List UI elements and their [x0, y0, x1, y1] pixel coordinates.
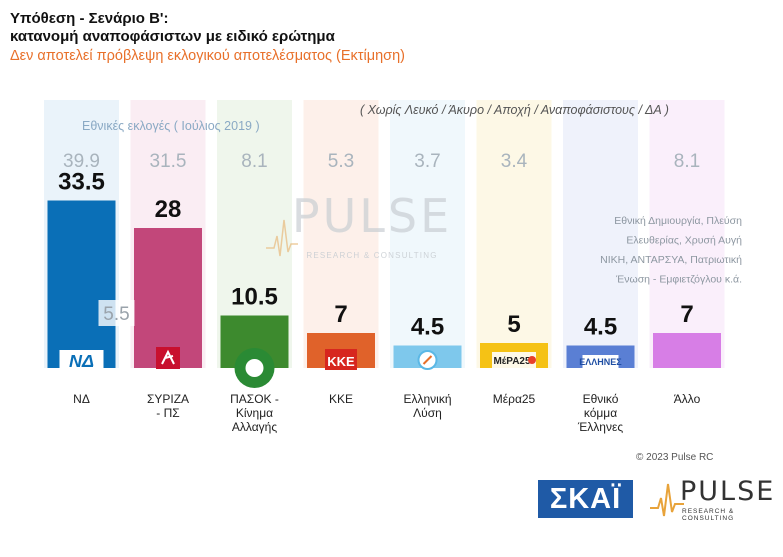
chart-title-line1: Υπόθεση - Σενάριο Β':	[10, 10, 169, 27]
bar-7	[653, 333, 721, 368]
election-value-1: 31.5	[150, 151, 187, 172]
bar-value-label-6: 4.5	[584, 314, 617, 341]
election-value-2: 8.1	[241, 151, 267, 172]
pulse-logo: PULSE RESEARCH & CONSULTING	[650, 476, 776, 522]
watermark-wave-icon	[266, 219, 298, 257]
other-note-line-0: Εθνική Δημιουργία, Πλεύση	[614, 215, 742, 227]
election-value-4: 3.7	[414, 151, 440, 172]
watermark-word: PULSE	[292, 189, 452, 243]
category-label-6-0: Εθνικό	[583, 392, 619, 406]
copyright-text: © 2023 Pulse RC	[636, 452, 714, 463]
chart-note: ( Χωρίς Λευκό / Άκυρο / Αποχή / Αναποφάσ…	[360, 103, 669, 117]
bar-0	[47, 200, 116, 368]
background-band-7	[649, 100, 725, 368]
kke-icon-bg	[325, 349, 357, 370]
category-label-2-1: Κίνημα	[236, 406, 273, 420]
bar-value-label-0: 33.5	[58, 169, 105, 196]
chart-title-line2: κατανομή αναποφάσιστων με ειδικό ερώτημα	[10, 28, 335, 45]
party-icon-bg-0	[59, 350, 104, 370]
category-label-1-0: ΣΥΡΙΖΑ	[147, 392, 189, 406]
elliniki-lysi-icon-needle	[422, 355, 433, 365]
bar-chart: PULSE RESEARCH & CONSULTING Εθνικές εκλογέ…	[44, 100, 742, 434]
background-band-6	[563, 100, 638, 368]
category-label-4-1: Λύση	[413, 406, 442, 420]
syriza-icon-mark	[161, 349, 175, 365]
ellines-icon-bg	[582, 355, 619, 368]
bar-value-label-5: 5	[507, 311, 520, 338]
pulse-logo-word: PULSE	[680, 476, 776, 507]
kke-icon-text: ΚΚΕ	[327, 354, 355, 369]
party-icon-text-0: ΝΔ	[69, 351, 94, 371]
watermark-sub: RESEARCH & CONSULTING	[306, 251, 437, 260]
pulse-logo-sub: RESEARCH & CONSULTING	[682, 508, 735, 522]
category-label-7-0: Άλλο	[674, 392, 701, 406]
background-band-4	[390, 100, 465, 368]
election-value-3: 5.3	[328, 151, 354, 172]
bar-1	[134, 228, 202, 368]
other-note-line-1: Ελευθερίας, Χρυσή Αυγή	[626, 235, 742, 247]
category-label-6-1: κόμμα	[584, 406, 617, 420]
skai-logo: ΣΚΑΪ	[538, 480, 633, 518]
category-label-4-0: Ελληνική	[403, 392, 451, 406]
mera25-icon-dot	[528, 356, 536, 364]
category-label-5-0: Μέρα25	[493, 392, 536, 406]
gap-annotation: 5.5	[103, 304, 129, 325]
bar-value-label-3: 7	[334, 301, 347, 328]
footer-logos: ΣΚΑΪ PULSE RESEARCH & CONSULTING	[538, 476, 776, 524]
election-value-7: 8.1	[674, 151, 700, 172]
category-label-2-0: ΠΑΣΟΚ -	[230, 392, 279, 406]
background-band-3	[303, 100, 379, 368]
election-value-0: 39.9	[63, 151, 100, 172]
bar-value-label-2: 10.5	[231, 284, 278, 311]
mera25-icon-text: ΜέΡΑ25	[493, 356, 531, 367]
bar-value-label-7: 7	[680, 301, 693, 328]
chart-subtitle: Δεν αποτελεί πρόβλεψη εκλογικού αποτελέσ…	[10, 48, 405, 64]
gap-annotation-box	[98, 300, 135, 326]
category-label-0-0: ΝΔ	[73, 392, 90, 406]
title-block: Υπόθεση - Σενάριο Β': κατανομή αναποφάσι…	[10, 10, 405, 65]
ellines-icon-text: ΕΛΛΗΝΕΣ	[579, 357, 622, 367]
pasok-sun-icon-core	[245, 359, 264, 377]
pulse-wave-icon	[650, 483, 684, 517]
background-band-5	[476, 100, 552, 368]
category-label-6-2: Έλληνες	[577, 420, 623, 434]
category-label-3-0: ΚΚΕ	[329, 392, 353, 406]
bar-value-label-1: 28	[155, 196, 182, 223]
election-legend: Εθνικές εκλογές ( Ιούλιος 2019 )	[82, 119, 260, 133]
election-value-5: 3.4	[501, 151, 528, 172]
category-label-2-2: Αλλαγής	[232, 420, 277, 434]
other-note-line-3: Ένωση - Εμφιετζόγλου κ.ά.	[615, 274, 742, 286]
mera25-icon-bg	[492, 352, 536, 368]
bar-value-label-4: 4.5	[411, 314, 444, 341]
category-label-1-1: - ΠΣ	[156, 406, 179, 420]
other-note-line-2: ΝΙΚΗ, ΑΝΤΑΡΣΥΑ, Πατριωτική	[600, 254, 742, 266]
